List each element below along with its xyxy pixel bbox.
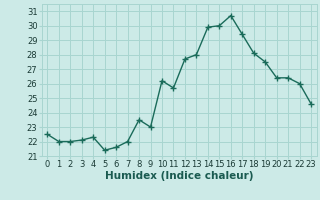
X-axis label: Humidex (Indice chaleur): Humidex (Indice chaleur) <box>105 171 253 181</box>
